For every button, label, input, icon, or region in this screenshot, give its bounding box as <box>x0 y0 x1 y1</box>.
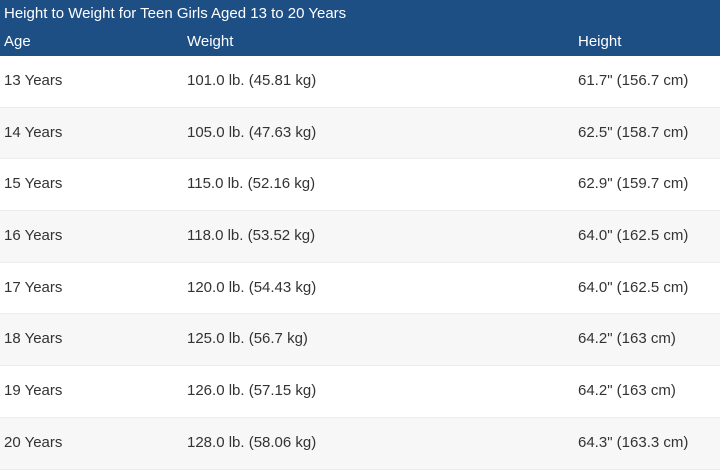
table-cell: 61.7" (156.7 cm) <box>578 72 689 89</box>
table-cell: 18 Years <box>4 330 63 348</box>
table-cell: 62.5" (158.7 cm) <box>578 123 689 141</box>
table-cell: 126.0 lb. (57.15 kg) <box>187 382 317 400</box>
table-cell: 14 Years <box>4 123 63 141</box>
table-cell: 17 Years <box>4 278 63 296</box>
table-row: 13 Years 101.0 lb. (45.81 kg) 61.7" (156.7… <box>0 56 720 108</box>
table-cell: 64.2" (163 cm) <box>578 382 676 400</box>
table-cell: 118.0 lb. (53.52 kg) <box>187 227 316 245</box>
table-header: Height to Weight for Teen Girls Aged 13 … <box>0 0 720 56</box>
table-cell: 15 Years <box>4 175 63 193</box>
table-cell: 20 Years <box>4 433 63 451</box>
header-cell: Weight <box>187 33 234 50</box>
table-cell: 19 Years <box>4 382 63 400</box>
table-cell: 62.9" (159.7 cm) <box>578 175 689 193</box>
table-cell: 101.0 lb. (45.81 kg) <box>187 72 317 89</box>
table-row: 18 Years 125.0 lb. (56.7 kg) 64.2" (163 cm… <box>0 314 720 367</box>
table-cell: 16 Years <box>4 227 63 245</box>
table-title: Height to Weight for Teen Girls Aged 13 … <box>4 5 347 22</box>
table-body: 13 Years 101.0 lb. (45.81 kg) 61.7" (156.7… <box>0 56 720 470</box>
table-cell: 125.0 lb. (56.7 kg) <box>187 330 308 348</box>
table-cell: 64.3" (163.3 cm) <box>578 433 689 451</box>
table-cell: 120.0 lb. (54.43 kg) <box>187 278 317 296</box>
table-row: 16 Years 118.0 lb. (53.52 kg) 64.0" (162.5… <box>0 211 720 263</box>
table-row: 20 Years 128.0 lb. (58.06 kg) 64.3" (163.3… <box>0 417 720 470</box>
table-row: 14 Years 105.0 lb. (47.63 kg) 62.5" (158.7… <box>0 107 720 160</box>
table-row: 19 Years 126.0 lb. (57.15 kg) 64.2" (163 c… <box>0 366 720 418</box>
header-cell: Age <box>4 33 31 50</box>
table-cell: 128.0 lb. (58.06 kg) <box>187 433 317 451</box>
table-row: 15 Years 115.0 lb. (52.16 kg) 62.9" (159.7… <box>0 159 720 212</box>
header-cell: Height <box>578 33 622 50</box>
table-cell: 64.0" (162.5 cm) <box>578 278 689 296</box>
table-row: 17 Years 120.0 lb. (54.43 kg) 64.0" (162.5… <box>0 263 720 315</box>
table-cell: 105.0 lb. (47.63 kg) <box>187 123 317 141</box>
table-cell: 13 Years <box>4 72 63 89</box>
table-cell: 115.0 lb. (52.16 kg) <box>187 175 316 193</box>
table-cell: 64.2" (163 cm) <box>578 330 676 348</box>
table-cell: 64.0" (162.5 cm) <box>578 227 689 245</box>
